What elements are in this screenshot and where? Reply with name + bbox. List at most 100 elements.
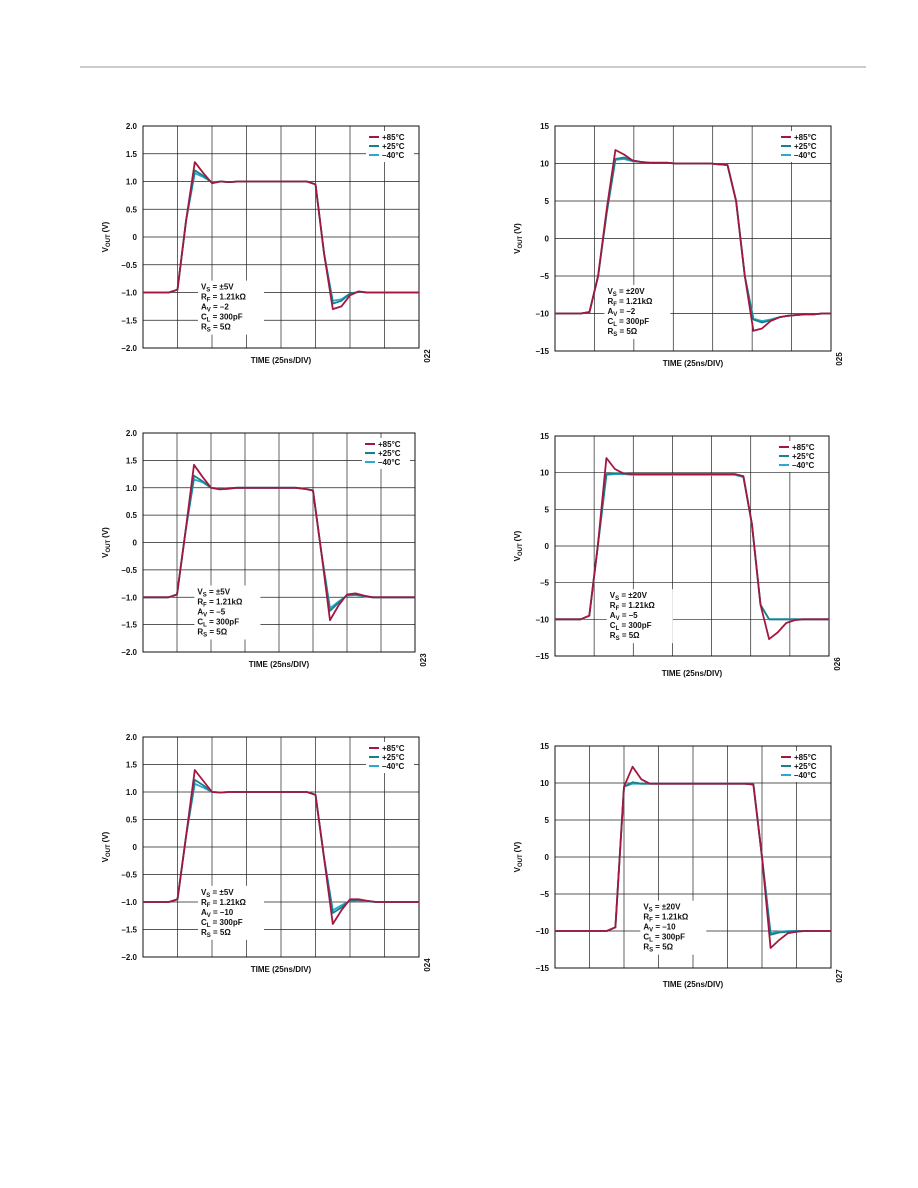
annotation-subscript: L	[613, 322, 617, 328]
annotation-subscript: S	[206, 893, 210, 899]
y-label-subscript: OUT	[518, 854, 524, 867]
y-tick-label: –2.0	[121, 953, 137, 962]
annotation-symbol: R	[643, 943, 649, 952]
legend-label: –40°C	[792, 461, 815, 470]
annotation-symbol: V	[607, 287, 613, 296]
annotation-subscript: V	[207, 308, 211, 314]
y-tick-label: 5	[545, 197, 550, 206]
annotation-text: = 300pF	[619, 621, 651, 630]
annotation-subscript: S	[207, 328, 211, 334]
y-label-subscript: OUT	[518, 236, 524, 249]
annotation-text: = ±5V	[207, 587, 231, 596]
annotation-line: CL = 300pF	[201, 313, 243, 324]
annotation-line: RS = 5Ω	[201, 928, 231, 939]
y-tick-label: –5	[540, 272, 549, 281]
annotation-subscript: L	[207, 318, 211, 324]
series-line	[555, 457, 829, 640]
legend-label: +85°C	[792, 443, 815, 452]
annotation-line: VS = ±20V	[643, 903, 681, 914]
annotation-subscript: F	[616, 606, 620, 612]
x-axis-label: TIME (25ns/DIV)	[251, 965, 312, 974]
annotation-subscript: F	[613, 302, 617, 308]
annotation-line: RS = 5Ω	[610, 631, 640, 642]
series-line	[555, 765, 831, 949]
y-tick-label: –10	[536, 310, 550, 319]
annotation-text: = –2	[211, 303, 230, 312]
annotation-symbol: R	[197, 627, 203, 636]
legend-label: –40°C	[378, 458, 401, 467]
annotation-symbol: V	[610, 591, 616, 600]
y-label-unit: (V)	[513, 841, 522, 852]
y-tick-label: 15	[540, 742, 549, 751]
legend-label: +25°C	[794, 142, 817, 151]
annotation-symbol: R	[610, 631, 616, 640]
annotation-text: = 300pF	[653, 933, 685, 942]
annotation-subscript: S	[206, 288, 210, 294]
annotation-text: = 1.21kΩ	[207, 597, 243, 606]
annotation-text: = 300pF	[210, 918, 242, 927]
y-label-symbol: V	[101, 856, 110, 862]
y-tick-label: –2.0	[121, 648, 137, 657]
annotation-subscript: V	[203, 612, 207, 618]
legend-label: +25°C	[794, 762, 817, 771]
annotation-background	[197, 280, 264, 335]
annotation-line: RS = 5Ω	[607, 327, 637, 338]
annotation-subscript: S	[203, 592, 207, 598]
annotation-line: RF = 1.21kΩ	[201, 293, 247, 304]
annotation-text: = ±5V	[210, 888, 234, 897]
y-axis-label: VOUT (V)	[513, 223, 524, 254]
y-tick-label: 0	[133, 843, 138, 852]
y-label-unit: (V)	[101, 221, 110, 232]
annotation-subscript: V	[649, 928, 653, 934]
y-tick-label: 0	[545, 235, 550, 244]
plot-frame	[554, 125, 832, 352]
annotation-symbol: R	[607, 327, 613, 336]
annotation-text: = 5Ω	[211, 323, 232, 332]
figure-id: 024	[423, 958, 432, 972]
y-tick-label: –10	[536, 927, 550, 936]
annotation-text: = 300pF	[617, 317, 649, 326]
annotation-symbol: C	[201, 313, 207, 322]
annotation-symbol: R	[201, 323, 207, 332]
annotation-symbol: A	[201, 303, 207, 312]
legend-label: +25°C	[378, 449, 401, 458]
y-tick-label: –1.0	[121, 593, 137, 602]
legend-label: +85°C	[378, 440, 401, 449]
y-tick-label: –1.5	[121, 316, 137, 325]
annotation-symbol: A	[610, 611, 616, 620]
annotation-line: AV = –5	[610, 611, 638, 622]
y-axis-label: VOUT (V)	[101, 831, 112, 862]
series-line	[143, 769, 419, 925]
annotation-line: RF = 1.21kΩ	[607, 297, 653, 308]
y-axis-label: VOUT (V)	[513, 841, 524, 872]
y-tick-label: 15	[540, 122, 549, 131]
annotation-line: VS = ±20V	[607, 287, 645, 298]
y-label-subscript: OUT	[106, 234, 112, 247]
annotation-line: VS = ±5V	[201, 283, 234, 294]
annotation-symbol: R	[607, 297, 613, 306]
annotation-line: AV = –10	[643, 923, 676, 934]
x-axis-label: TIME (25ns/DIV)	[251, 356, 312, 365]
y-tick-label: 1.5	[126, 150, 138, 159]
annotation-background	[197, 885, 264, 940]
annotation-subscript: S	[613, 292, 617, 298]
annotation-text: = 1.21kΩ	[210, 293, 246, 302]
y-tick-label: –15	[536, 347, 550, 356]
annotation-text: = 1.21kΩ	[619, 601, 655, 610]
y-tick-label: 2.0	[126, 429, 138, 438]
legend-label: +85°C	[794, 753, 817, 762]
annotation-symbol: A	[197, 607, 203, 616]
y-label-unit: (V)	[101, 527, 110, 538]
annotation-text: = 300pF	[210, 313, 242, 322]
annotation-symbol: R	[610, 601, 616, 610]
y-tick-label: –0.5	[121, 566, 137, 575]
annotation-subscript: S	[615, 596, 619, 602]
annotation-text: = –2	[617, 307, 636, 316]
annotation-line: CL = 300pF	[643, 933, 685, 944]
y-tick-label: 1.0	[126, 788, 138, 797]
y-tick-label: –5	[540, 890, 549, 899]
y-tick-label: 2.0	[126, 122, 138, 131]
annotation-symbol: C	[610, 621, 616, 630]
y-label-subscript: OUT	[518, 543, 524, 556]
annotation-subscript: S	[207, 933, 211, 939]
